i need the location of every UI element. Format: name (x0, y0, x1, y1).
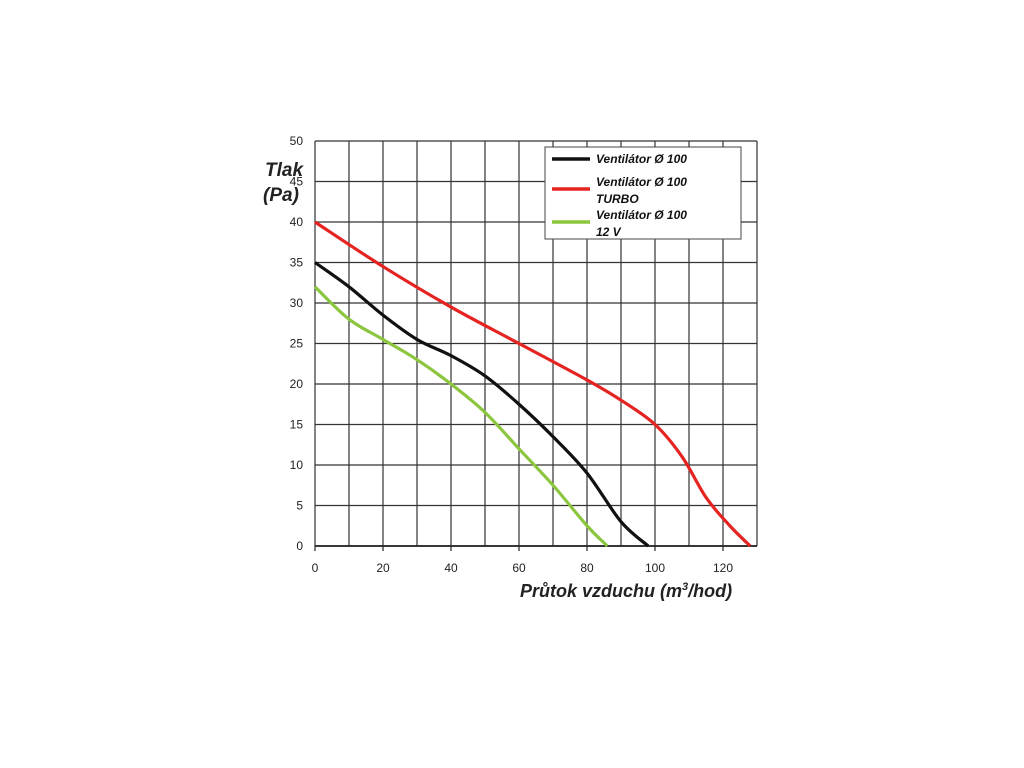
y-axis-label-line2: (Pa) (263, 185, 299, 206)
x-axis-label-sup: 3 (682, 581, 688, 593)
y-tick-label: 45 (290, 175, 304, 189)
legend-label-0-line1: Ventilátor Ø 100 (596, 152, 687, 166)
y-tick-label: 15 (290, 418, 304, 432)
x-tick-label: 20 (376, 561, 390, 575)
y-tick-label: 40 (290, 215, 304, 229)
tick-labels: 0 20 40 60 80 100 120 0 5 10 15 20 25 30 35 40 45 50 (290, 134, 734, 575)
series-group (313, 220, 752, 548)
y-tick-label: 30 (290, 296, 304, 310)
series-line-1 (314, 220, 752, 548)
y-tick-label: 10 (290, 458, 304, 472)
x-tick-label: 40 (444, 561, 458, 575)
y-tick-label: 50 (290, 134, 304, 148)
x-tick-label: 100 (645, 561, 665, 575)
y-tick-label: 5 (296, 499, 303, 513)
legend-label-1-line1: Ventilátor Ø 100 (596, 175, 687, 189)
y-tick-label: 35 (290, 256, 304, 270)
x-axis-label: Průtok vzduchu (m3/hod) (520, 581, 732, 601)
y-axis-label-line1: Tlak (265, 160, 304, 181)
y-tick-label: 0 (296, 539, 303, 553)
x-axis-label-end: /hod) (687, 581, 732, 601)
x-tick-label: 120 (713, 561, 733, 575)
x-tick-label: 80 (580, 561, 594, 575)
legend-label-1-line2: TURBO (596, 192, 639, 206)
x-tick-label: 60 (512, 561, 526, 575)
series-line-2 (313, 285, 609, 548)
legend-label-2-line1: Ventilátor Ø 100 (596, 208, 687, 222)
x-axis-label-main: Průtok vzduchu (m (520, 581, 682, 601)
x-tick-label: 0 (312, 561, 319, 575)
legend-label-2-line2: 12 V (596, 225, 622, 239)
series-line-0 (314, 261, 650, 548)
y-tick-label: 25 (290, 337, 304, 351)
y-tick-label: 20 (290, 377, 304, 391)
legend: Ventilátor Ø 100 Ventilátor Ø 100 TURBO … (544, 146, 742, 240)
